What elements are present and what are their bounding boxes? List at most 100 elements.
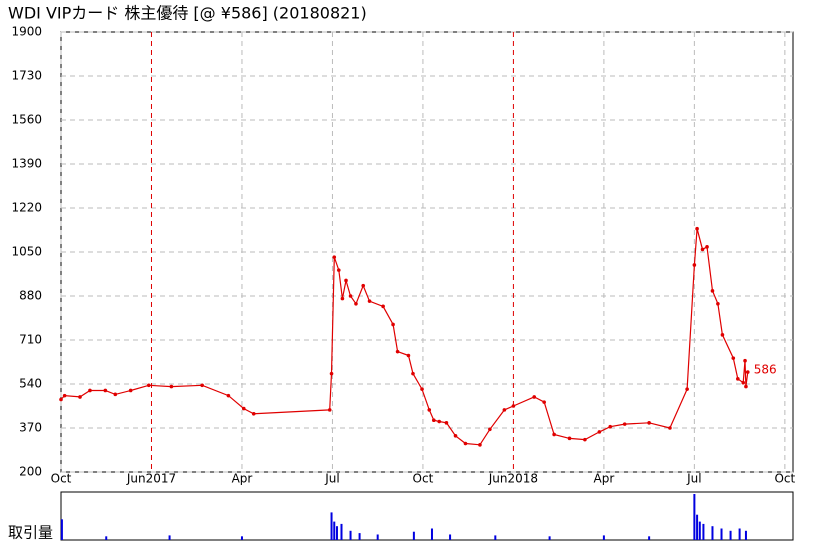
- price-point: [741, 380, 746, 385]
- y-tick-label: 1220: [11, 201, 42, 215]
- price-point: [103, 388, 108, 393]
- y-tick-label: 1560: [11, 113, 42, 127]
- y-tick-label: 880: [19, 289, 42, 303]
- price-point: [226, 393, 231, 398]
- volume-bar: [376, 534, 379, 540]
- price-point: [463, 441, 468, 446]
- x-tick-label: Jul: [324, 472, 339, 486]
- price-point: [62, 393, 67, 398]
- price-point: [744, 384, 748, 389]
- price-point: [552, 432, 556, 437]
- volume-bar: [333, 521, 336, 540]
- volume-bar: [168, 535, 171, 540]
- price-point: [146, 383, 151, 388]
- price-point: [344, 278, 348, 283]
- price-point: [716, 301, 720, 306]
- volume-bar: [548, 536, 551, 540]
- y-tick-label: 1050: [11, 245, 42, 259]
- x-tick-label: Oct: [774, 472, 795, 486]
- price-point: [736, 377, 740, 381]
- volume-bar: [430, 528, 433, 540]
- volume-bar: [358, 533, 361, 540]
- price-point: [340, 296, 345, 301]
- price-point: [336, 268, 341, 272]
- price-point: [453, 433, 458, 438]
- price-point: [251, 411, 256, 416]
- price-point: [395, 349, 400, 354]
- price-point: [113, 392, 118, 397]
- price-point: [354, 301, 358, 306]
- price-point: [406, 353, 411, 358]
- price-point: [78, 395, 82, 399]
- volume-bar: [105, 536, 108, 540]
- volume-bar: [349, 530, 352, 540]
- price-point: [169, 384, 174, 389]
- price-point: [583, 437, 587, 442]
- price-point: [391, 322, 395, 327]
- x-tick-label: Jun2018: [488, 472, 538, 486]
- price-point: [411, 371, 415, 376]
- chart-title: WDI VIPカード 株主優待 [@ ¥586] (20180821): [8, 4, 367, 23]
- price-point: [427, 408, 432, 412]
- price-point: [695, 226, 699, 231]
- price-point: [700, 247, 705, 252]
- volume-bar: [702, 523, 705, 540]
- price-point: [608, 424, 613, 429]
- price-point: [348, 294, 353, 298]
- price-point: [511, 404, 516, 408]
- volume-bar: [648, 536, 651, 540]
- x-tick-label: Jul: [686, 472, 701, 486]
- y-tick-label: 370: [19, 421, 42, 435]
- price-point: [361, 283, 366, 288]
- x-tick-label: Oct: [51, 472, 72, 486]
- price-point: [502, 408, 507, 412]
- x-tick-label: Jun2017: [126, 472, 176, 486]
- y-tick-label: 1730: [11, 69, 42, 83]
- price-point: [743, 358, 747, 363]
- price-point: [705, 245, 709, 249]
- volume-bar: [340, 523, 343, 540]
- volume-label: 取引量: [8, 524, 53, 542]
- price-point: [597, 430, 602, 434]
- price-point: [332, 255, 337, 259]
- y-tick-label: 710: [19, 333, 42, 347]
- last-price-label: 586: [754, 363, 777, 377]
- volume-bar: [729, 530, 732, 540]
- price-point: [327, 408, 332, 412]
- price-point: [731, 356, 736, 360]
- volume-bar: [60, 519, 63, 540]
- volume-frame: [60, 491, 794, 541]
- volume-bar: [698, 521, 701, 540]
- price-point: [241, 406, 246, 411]
- volume-bar: [330, 512, 333, 540]
- volume-bar: [335, 526, 338, 540]
- price-point: [532, 395, 537, 399]
- price-point: [692, 263, 697, 267]
- price-point: [367, 299, 372, 303]
- x-tick-label: Oct: [413, 472, 434, 486]
- volume-bar: [449, 534, 452, 540]
- price-point: [128, 388, 133, 393]
- volume-bar: [738, 528, 741, 540]
- price-point: [685, 387, 689, 391]
- price-point: [200, 383, 204, 388]
- price-point: [381, 304, 385, 309]
- volume-bar: [412, 531, 415, 540]
- price-point: [437, 419, 442, 424]
- volume-bar: [696, 514, 699, 540]
- price-point: [329, 371, 334, 376]
- volume-bar: [711, 526, 714, 540]
- y-tick-label: 540: [19, 377, 42, 391]
- volume-bar: [693, 494, 696, 540]
- price-point: [647, 421, 651, 425]
- y-tick-label: 200: [19, 465, 42, 479]
- price-point: [622, 422, 627, 426]
- price-point: [542, 400, 546, 404]
- price-point: [431, 418, 436, 423]
- volume-bar: [240, 536, 243, 540]
- price-point: [720, 333, 725, 337]
- price-point: [59, 397, 63, 402]
- y-tick-label: 1900: [11, 25, 42, 39]
- price-point: [710, 289, 715, 293]
